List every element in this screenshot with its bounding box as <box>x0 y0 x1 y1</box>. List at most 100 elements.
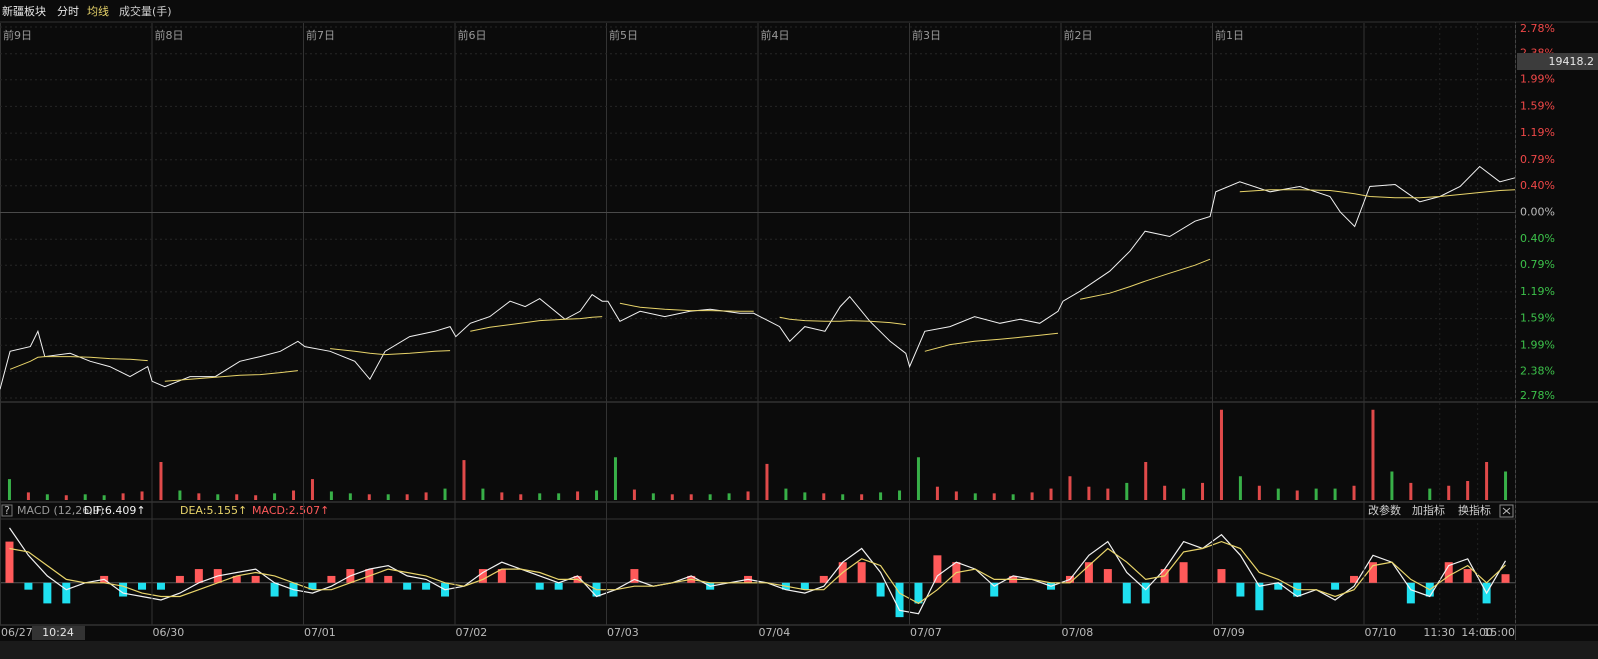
last-price: 19418.2 <box>1549 55 1595 68</box>
volume-bar <box>613 457 617 500</box>
volume-bar <box>841 494 845 500</box>
volume-bar <box>1428 488 1432 500</box>
volume-bar <box>935 486 939 500</box>
volume-bar <box>1144 462 1148 500</box>
macd-bar <box>119 582 128 597</box>
y-tick-label: 2.78% <box>1520 389 1555 402</box>
y-tick-label: 0.79% <box>1520 258 1555 271</box>
macd-bar <box>914 582 923 604</box>
button-add[interactable]: 加指标 <box>1412 503 1445 517</box>
tab-timeshare[interactable]: 分时 <box>57 5 79 18</box>
day-label: 前1日 <box>1215 28 1244 42</box>
volume-bar <box>973 493 977 500</box>
volume-bar <box>1201 482 1205 500</box>
macd-bar <box>1141 582 1150 604</box>
volume-bar <box>1030 492 1034 500</box>
close-button[interactable] <box>1499 504 1514 518</box>
volume-bar <box>1314 488 1318 500</box>
volume-bar <box>898 490 902 500</box>
macd-bar <box>232 575 241 583</box>
macd-bar <box>1255 582 1264 611</box>
y-tick-label: 0.40% <box>1520 232 1555 245</box>
macd-bar <box>308 582 317 590</box>
button-switch[interactable]: 换指标 <box>1458 503 1491 517</box>
tab-average[interactable]: 均线 <box>87 4 109 18</box>
volume-bar <box>1333 488 1337 500</box>
macd-bar <box>327 575 336 583</box>
volume-bar <box>45 494 49 500</box>
macd-bar <box>857 562 866 583</box>
macd-bar <box>497 569 506 583</box>
x-tick-label: 07/04 <box>759 626 791 639</box>
volume-bar <box>159 462 163 500</box>
macd-bar <box>1463 569 1472 583</box>
y-tick-label: 2.78% <box>1520 22 1555 35</box>
macd-bar <box>422 582 431 590</box>
macd-bar <box>1350 575 1359 583</box>
volume-bar <box>784 488 788 500</box>
macd-readout: MACD:2.507↑ <box>252 504 329 517</box>
volume-bar <box>1125 482 1129 500</box>
y-tick-label: 0.40% <box>1520 179 1555 192</box>
volume-bar <box>576 491 580 500</box>
day-label: 前2日 <box>1064 28 1093 42</box>
button-params[interactable]: 改参数 <box>1368 503 1401 517</box>
volume-bar <box>651 493 655 500</box>
volume-bar <box>822 493 826 500</box>
dif-readout: DIF:6.409↑ <box>84 504 146 517</box>
volume-bar <box>7 479 11 500</box>
y-tick-label: 0.00% <box>1520 206 1555 219</box>
day-label: 前3日 <box>912 28 941 42</box>
macd-bar <box>630 569 639 583</box>
x-tick-label: 11:30 <box>1423 626 1455 639</box>
macd-bar <box>1122 582 1131 604</box>
macd-bar <box>384 575 393 583</box>
macd-bar <box>1444 562 1453 583</box>
volume-bar <box>1466 481 1470 500</box>
y-tick-label: 1.19% <box>1520 285 1555 298</box>
volume-bar <box>140 491 144 500</box>
y-tick-label: 1.99% <box>1520 338 1555 351</box>
macd-bar <box>270 582 279 597</box>
volume-bar <box>386 494 390 500</box>
close-box[interactable] <box>1499 504 1514 518</box>
volume-bar <box>273 493 277 500</box>
macd-bar <box>990 582 999 597</box>
last-price-box <box>1517 53 1598 70</box>
volume-bar <box>292 490 296 500</box>
help-button[interactable]: ? <box>4 504 10 517</box>
volume-bar <box>1182 488 1186 500</box>
macd-bar <box>895 582 904 618</box>
volume-bar <box>1485 462 1489 500</box>
y-tick-label: 1.99% <box>1520 73 1555 86</box>
y-tick-label: 1.19% <box>1520 126 1555 139</box>
macd-bar <box>554 582 563 590</box>
volume-bar <box>765 463 769 500</box>
macd-bar <box>819 575 828 583</box>
macd-bar <box>478 569 487 583</box>
volume-bar <box>121 493 125 500</box>
x-tick-label: 07/10 <box>1365 626 1397 639</box>
volume-bar <box>443 488 447 500</box>
macd-bar <box>175 575 184 583</box>
day-label: 前6日 <box>458 28 487 42</box>
series-line <box>0 165 1516 390</box>
tab-volume[interactable]: 成交量(手) <box>119 4 172 18</box>
volume-bar <box>803 492 807 500</box>
volume-bar <box>1087 486 1091 500</box>
volume-bar <box>83 494 87 500</box>
x-tick-label: 07/01 <box>304 626 336 639</box>
macd-bar <box>194 569 203 583</box>
macd-bar <box>1103 569 1112 583</box>
macd-bar <box>1406 582 1415 604</box>
day-label: 前9日 <box>3 28 32 42</box>
y-tick-label: 0.79% <box>1520 153 1555 166</box>
macd-bar <box>1274 582 1283 590</box>
board-title[interactable]: 新疆板块 <box>2 4 46 18</box>
status-bar <box>0 641 1598 659</box>
help-box[interactable] <box>1 504 13 517</box>
close-icon[interactable] <box>1502 507 1511 515</box>
